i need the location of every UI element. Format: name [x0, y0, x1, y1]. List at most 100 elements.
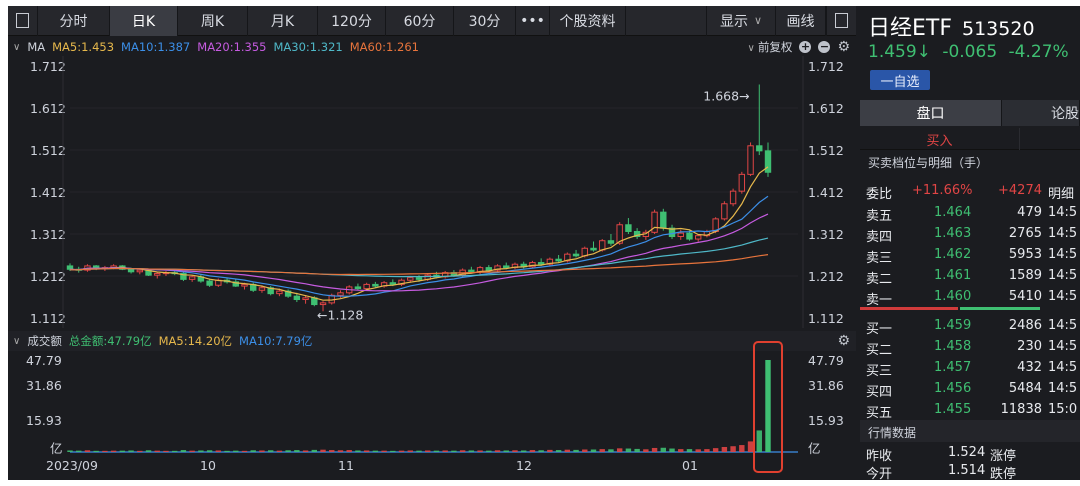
tab-discussion[interactable]: 论股	[1002, 100, 1080, 126]
price-axis-label-right: 1.412	[808, 185, 844, 200]
bid-row-2-time: 14:5	[1048, 339, 1078, 354]
candle-body	[651, 211, 658, 233]
candle-body	[660, 211, 667, 229]
bid-row-4[interactable]: 买四 1.456 5484 14:5	[860, 378, 1080, 400]
collapse-chevron-icon[interactable]: ∨	[13, 41, 21, 53]
ma20-line	[69, 213, 769, 292]
zoom-in-icon[interactable]: +	[799, 40, 812, 53]
candle-body	[66, 265, 74, 270]
tab-weekly-k[interactable]: 周K	[178, 6, 248, 36]
candle-body	[494, 265, 501, 271]
volume-bar	[477, 450, 483, 452]
add-watchlist-button[interactable]: 一自选	[870, 70, 930, 90]
candle-body	[756, 145, 763, 152]
bid-row-1[interactable]: 买一 1.459 2486 14:5	[860, 315, 1080, 337]
volume-axis-label-right: 15.93	[808, 413, 844, 428]
bid-strength-bar	[960, 307, 1040, 310]
volume-bar	[390, 450, 396, 452]
volume-bar	[407, 450, 413, 452]
tab-30min[interactable]: 30分	[454, 6, 516, 36]
volume-bar	[215, 450, 222, 452]
vol-ma10-value: MA10:7.79亿	[239, 334, 313, 348]
ask-row-3[interactable]: 卖三 1.462 5953 14:5	[860, 244, 1080, 266]
ask-row-2[interactable]: 卖二 1.461 1589 14:5	[860, 265, 1080, 287]
ma60-line	[69, 254, 769, 276]
volume-bar	[625, 448, 632, 452]
bid-row-5[interactable]: 买五 1.455 11838 15:0	[860, 399, 1080, 421]
tab-stock-profile[interactable]: 个股资料	[550, 6, 626, 36]
collapse-chevron-icon[interactable]: ∨	[13, 335, 21, 347]
zoom-out-icon[interactable]: −	[818, 40, 831, 53]
tab-monthly-k[interactable]: 月K	[248, 6, 318, 36]
ask-row-3-label: 卖三	[866, 251, 893, 266]
sidebar-toggle-icon[interactable]	[8, 6, 38, 36]
volume-bar	[110, 450, 117, 452]
ask-row-5[interactable]: 卖五 1.464 479 14:5	[860, 202, 1080, 224]
volume-bar	[154, 450, 160, 452]
bid-row-2[interactable]: 买二 1.458 230 14:5	[860, 336, 1080, 358]
volume-axis-label-left: 亿	[50, 441, 63, 456]
x-axis-label: 12	[516, 458, 532, 473]
tab-discussion-label: 论股	[1051, 106, 1079, 122]
candle-body	[241, 283, 248, 287]
volume-bar	[765, 360, 771, 452]
volume-bar	[739, 445, 745, 452]
volume-bar	[294, 450, 300, 452]
tab-daily-k[interactable]: 日K	[110, 6, 178, 36]
kline-chart[interactable]: 1.712 1.712 1.612 1.612 1.512 1.512 1.412 1.412…	[8, 6, 856, 480]
candle-body	[729, 190, 737, 205]
price-axis-label-right: 1.312	[808, 227, 844, 242]
volume-bar	[84, 450, 91, 452]
high-annotation: 1.668→	[703, 88, 749, 103]
candle-body	[180, 272, 187, 280]
period-toolbar: 分时 日K 周K 月K 120分 60分 30分 ••• 个股资料 显示 ∨ 画…	[8, 6, 856, 36]
candle-body	[564, 253, 571, 262]
volume-axis-label-left: 47.79	[26, 353, 62, 368]
gear-icon[interactable]: ⚙	[837, 333, 850, 349]
candle-body	[607, 240, 615, 244]
candle-body	[555, 258, 562, 262]
volume-bar	[712, 448, 719, 452]
candle-body	[136, 269, 144, 273]
app-window: 分时 日K 周K 月K 120分 60分 30分 ••• 个股资料 显示 ∨ 画…	[8, 6, 1080, 480]
stat-label2: 涨停	[990, 449, 1017, 464]
adjust-dropdown[interactable]: ∨ 前复权	[747, 40, 793, 54]
candle-body	[764, 150, 772, 173]
tab-intraday[interactable]: 分时	[38, 6, 110, 36]
tab-120min[interactable]: 120分	[318, 6, 386, 36]
ask-row-1-vol: 5410	[1008, 289, 1042, 304]
volume-bar	[363, 450, 370, 452]
security-code: 513520	[962, 18, 1035, 40]
tab-60min[interactable]: 60分	[386, 6, 454, 36]
stat-value: 1.524	[948, 445, 986, 460]
low-annotation: ←1.128	[317, 307, 363, 322]
display-dropdown[interactable]: 显示 ∨	[706, 6, 776, 36]
drawline-button[interactable]: 画线	[776, 6, 826, 36]
ask-row-1[interactable]: 卖一 1.460 5410 14:5	[860, 286, 1080, 308]
bid-row-3-price: 1.457	[934, 360, 972, 375]
candle-body	[721, 203, 728, 220]
bid-row-3[interactable]: 买三 1.457 432 14:5	[860, 357, 1080, 379]
bid-row-5-vol: 11838	[1000, 402, 1042, 417]
ask-row-4[interactable]: 卖四 1.463 2765 14:5	[860, 223, 1080, 245]
more-periods-button[interactable]: •••	[516, 6, 550, 36]
stat-row: 昨收 1.524 涨停	[860, 444, 1080, 464]
volume-bar	[119, 450, 126, 452]
volume-bar	[660, 447, 667, 452]
quote-panel: 日经ETF 513520 1.459↓ -0.065 -4.27% 一自选 盘口 …	[860, 6, 1080, 480]
candle-body	[529, 262, 536, 268]
candle-body	[398, 279, 405, 285]
ask-row-4-vol: 2765	[1008, 226, 1042, 241]
ask-row-5-price: 1.464	[934, 205, 972, 220]
gear-icon[interactable]: ⚙	[837, 39, 850, 55]
volume-bar	[381, 450, 387, 452]
candle-body	[188, 276, 196, 280]
chevron-down-icon: ∨	[753, 14, 763, 27]
volume-bar	[678, 449, 684, 452]
tab-orderbook[interactable]: 盘口	[860, 100, 1002, 126]
buy-tab[interactable]: 买入	[860, 128, 1020, 150]
panel-toggle-icon[interactable]	[826, 6, 856, 36]
ask-row-2-price: 1.461	[934, 268, 972, 283]
bid-row-1-time: 14:5	[1048, 318, 1078, 333]
volume-bar	[704, 449, 710, 452]
